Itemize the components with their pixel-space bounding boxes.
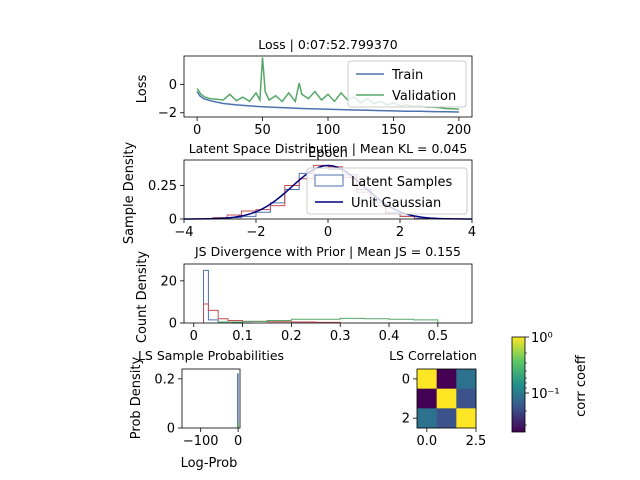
loss-ylabel: Loss (135, 75, 150, 104)
y-tick-label: 0 (167, 422, 175, 437)
axes-frame (183, 263, 473, 324)
logprob-histogram-1 (237, 422, 239, 428)
y-tick-label: 0 (169, 78, 177, 93)
js-ylabel: Count Density (135, 251, 150, 343)
x-tick-label: 0.1 (232, 329, 253, 344)
latent-panel: Latent Space Distribution | Mean KL = 0.… (122, 141, 476, 244)
colorbar-tick-label: 10⁰ (531, 331, 553, 346)
heatmap-frame (416, 368, 477, 429)
js-title: JS Divergence with Prior | Mean JS = 0.1… (194, 244, 461, 259)
correlation-panel: LS Correlation corr coeff 0 2 0.0 2.5 10⁰ 10⁻… (389, 331, 589, 449)
legend-label: Validation (392, 89, 456, 104)
heatmap-cell (436, 369, 457, 389)
axes-frame (183, 159, 473, 220)
x-tick-label: 2.5 (466, 434, 487, 449)
loss-title: Loss | 0:07:52.799370 (258, 37, 398, 52)
heatmap-cell (456, 388, 477, 409)
heatmap-cell (417, 388, 437, 409)
heatmap-cell (456, 369, 477, 389)
y-tick-label: 2 (402, 412, 410, 427)
x-tick-label: 150 (381, 123, 406, 138)
axes-frame (181, 368, 241, 429)
logprob-xlabel: Log-Prob (181, 456, 238, 471)
x-tick-label: 2 (396, 225, 404, 240)
x-tick-label: 0.5 (427, 329, 448, 344)
js-histogram-2 (217, 317, 439, 323)
legend-label: Train (391, 68, 423, 83)
x-tick-label: 4 (468, 225, 476, 240)
logprob-ylabel: Prob Density (129, 356, 144, 439)
x-tick-label: 0.2 (281, 329, 302, 344)
unit-gaussian-curve (184, 164, 472, 220)
y-tick-label: −2 (158, 106, 177, 121)
x-tick-label: 0.4 (379, 329, 400, 344)
x-tick-label: −100 (183, 434, 219, 449)
y-tick-label: 0.25 (148, 179, 177, 194)
heatmap-cell (417, 408, 437, 429)
loss-panel: Loss | 0:07:52.799370 Loss Epoch 0 50 100 1… (135, 37, 473, 161)
y-tick-label: 0 (169, 317, 177, 332)
x-tick-label: 0 (234, 434, 242, 449)
y-tick-label: 0 (169, 213, 177, 228)
js-histogram-0 (203, 269, 253, 324)
heatmap-cell (417, 369, 437, 389)
x-tick-label: 100 (316, 123, 341, 138)
correlation-title: LS Correlation (389, 348, 477, 363)
legend-label: Latent Samples (351, 175, 453, 190)
colorbar-label: corr coeff (574, 354, 589, 417)
y-tick-label: 20 (160, 274, 177, 289)
series-line-train (196, 91, 459, 113)
heatmap-cell (456, 408, 477, 429)
x-tick-label: 50 (254, 123, 271, 138)
legend-box (306, 167, 468, 215)
legend-label: Unit Gaussian (351, 196, 441, 211)
x-tick-label: 0 (193, 123, 201, 138)
js-panel: JS Divergence with Prior | Mean JS = 0.1… (135, 244, 473, 344)
x-tick-label: 0 (324, 225, 332, 240)
heatmap-cell (436, 388, 457, 409)
x-tick-label: 200 (446, 123, 471, 138)
logprob-title: LS Sample Probabilities (138, 348, 284, 363)
colorbar (511, 336, 526, 433)
heatmap-cell (436, 408, 457, 429)
legend-patch (314, 174, 344, 187)
y-tick-label: 0.2 (154, 372, 175, 387)
x-tick-label: 0.3 (330, 329, 351, 344)
colorbar-tick-label: 10⁻¹ (531, 387, 560, 402)
x-tick-label: 0.0 (416, 434, 437, 449)
latent-title: Latent Space Distribution | Mean KL = 0.… (189, 141, 468, 156)
axes-frame (183, 55, 473, 118)
loss-xlabel: Epoch (308, 146, 348, 161)
x-tick-label: −2 (246, 225, 265, 240)
y-tick-label: 0 (402, 372, 410, 387)
x-tick-label: 0 (190, 329, 198, 344)
logprob-histogram-0 (237, 373, 239, 428)
x-tick-label: −4 (174, 225, 193, 240)
latent-ylabel: Sample Density (122, 142, 137, 245)
logprob-panel: LS Sample Probabilities Prob Density Log… (129, 348, 284, 471)
